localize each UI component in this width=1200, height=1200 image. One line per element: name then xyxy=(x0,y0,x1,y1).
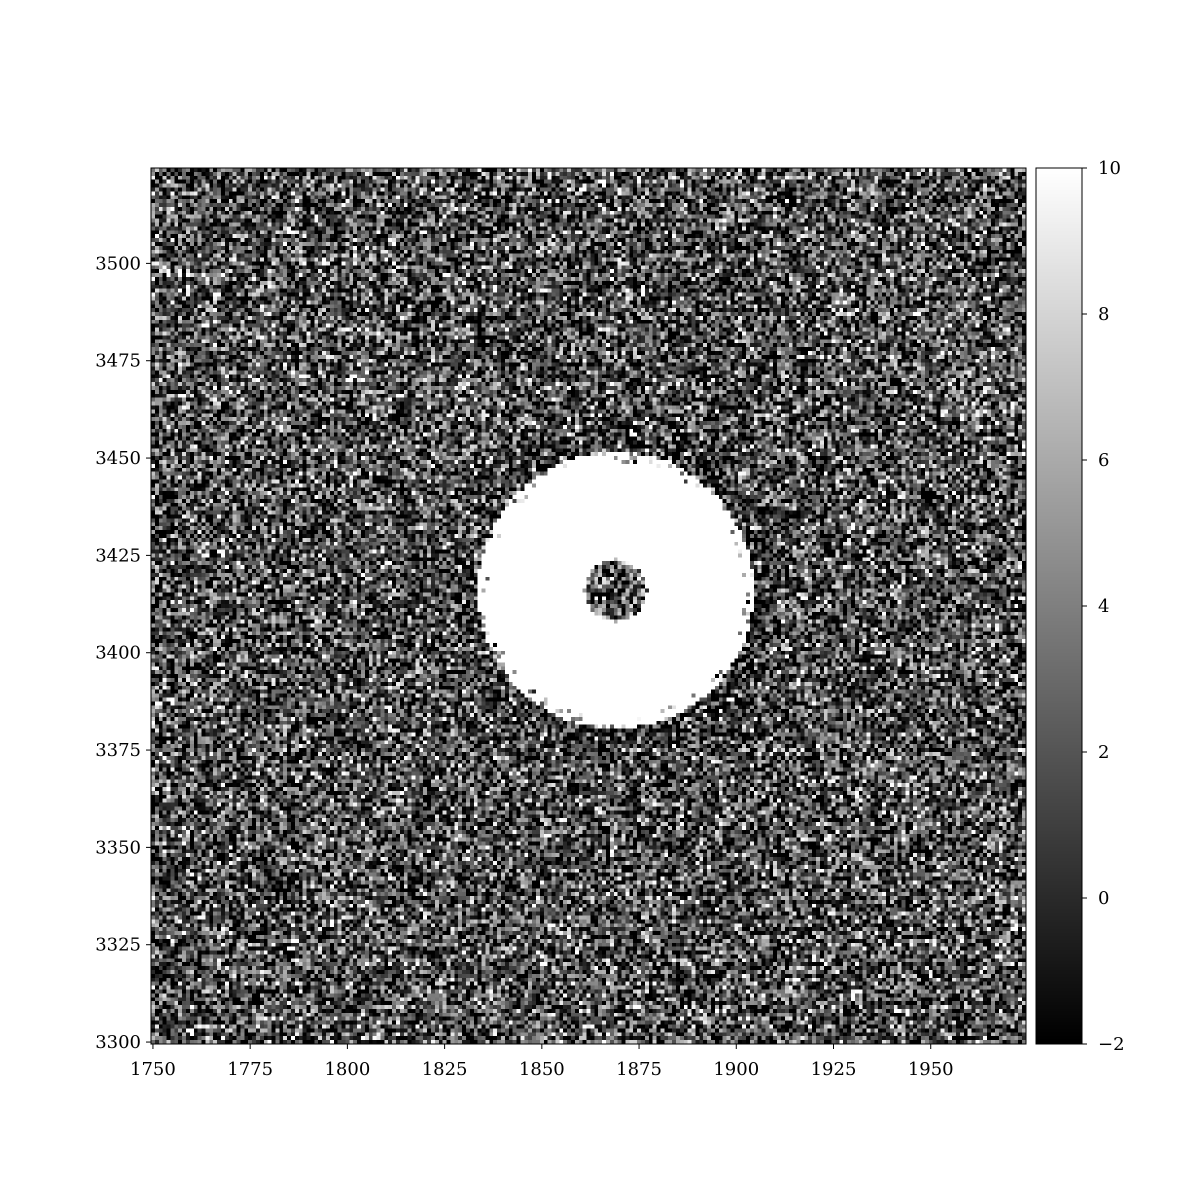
x-tick-label: 1750 xyxy=(130,1059,176,1080)
y-axis: 3300 3325 3350 3375 3400 3425 3450 3475 3500 xyxy=(95,253,151,1053)
y-tick-label: 3400 xyxy=(95,643,141,664)
y-tick-label: 3300 xyxy=(95,1032,141,1053)
colorbar-frame xyxy=(1035,167,1083,1045)
y-tick-label: 3375 xyxy=(95,740,141,761)
x-tick-label: 1875 xyxy=(616,1059,662,1080)
y-tick-label: 3325 xyxy=(95,935,141,956)
colorbar-axis: −2 0 2 4 6 8 10 xyxy=(1082,158,1125,1055)
y-tick-label: 3350 xyxy=(95,837,141,858)
x-tick-label: 1900 xyxy=(713,1059,759,1080)
colorbar-tick-label: 4 xyxy=(1098,596,1109,617)
colorbar xyxy=(1036,168,1082,1044)
y-tick-label: 3425 xyxy=(95,545,141,566)
colorbar-tick-label: 0 xyxy=(1098,888,1109,909)
colorbar-tick-label: 10 xyxy=(1098,158,1121,179)
colorbar-tick-label: 2 xyxy=(1098,742,1109,763)
plot-frame xyxy=(150,167,1027,1045)
x-tick-label: 1800 xyxy=(324,1059,370,1080)
x-tick-label: 1850 xyxy=(519,1059,565,1080)
y-tick-label: 3500 xyxy=(95,253,141,274)
x-tick-label: 1775 xyxy=(227,1059,273,1080)
x-tick-label: 1950 xyxy=(908,1059,954,1080)
x-axis: 1750 1775 1800 1825 1850 1875 1900 1925 1950 xyxy=(130,1044,954,1080)
y-tick-label: 3450 xyxy=(95,448,141,469)
colorbar-tick-label: −2 xyxy=(1098,1034,1125,1055)
heatmap-image xyxy=(151,168,1026,1044)
x-tick-label: 1825 xyxy=(422,1059,468,1080)
y-tick-label: 3475 xyxy=(95,351,141,372)
x-tick-label: 1925 xyxy=(811,1059,857,1080)
colorbar-tick-label: 8 xyxy=(1098,304,1109,325)
colorbar-tick-label: 6 xyxy=(1098,450,1109,471)
